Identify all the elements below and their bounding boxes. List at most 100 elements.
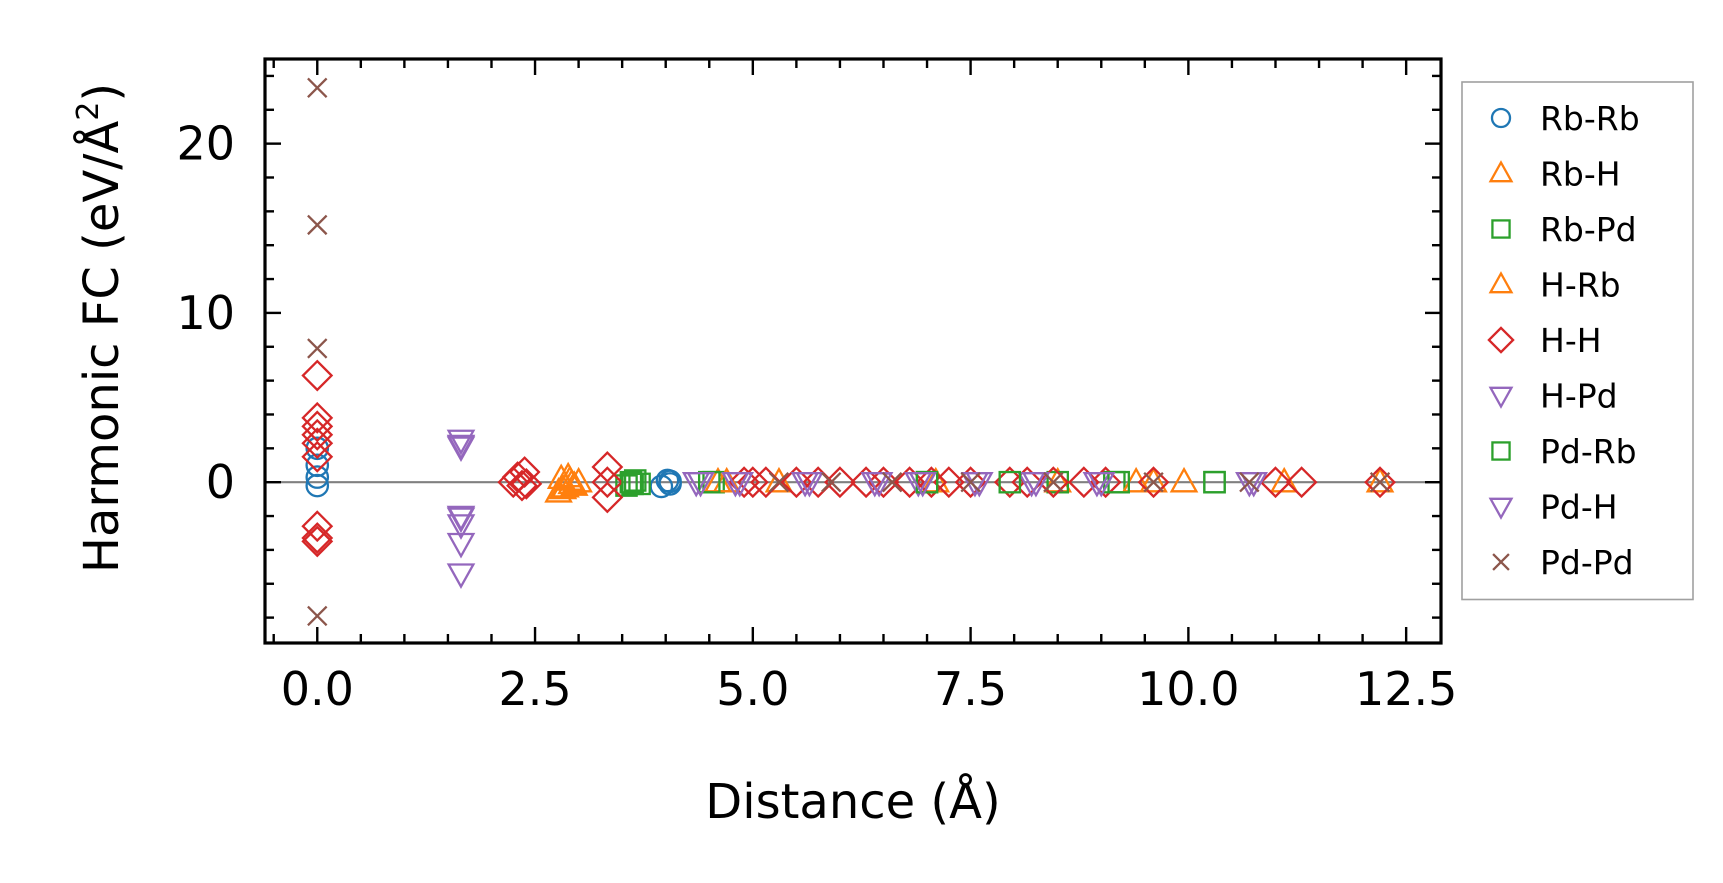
data-point [1043,472,1064,493]
data-point [301,401,334,434]
legend-marker [1488,386,1514,409]
y-axis-title: Harmonic FC (eV/Å2) [71,83,130,573]
x-tick-label: 10.0 [1137,662,1239,716]
y-tick-label: 0 [206,455,235,509]
x-tick-label: 12.5 [1355,662,1457,716]
legend-item: H-Rb [1488,266,1621,305]
data-point [728,466,761,499]
data-point [908,471,937,498]
data-point [301,440,334,473]
data-point [305,473,330,498]
data-point [915,466,948,499]
data-point [1169,466,1199,493]
data-point [557,468,586,495]
data-point [307,605,328,627]
data-point [446,532,476,559]
series-pd-pd [307,77,1391,627]
legend-marker [1491,219,1511,239]
data-point [591,466,624,499]
x-tick-label: 0.0 [281,662,354,716]
data-point [591,451,624,483]
plot-frame [263,57,1443,645]
data-point [780,466,813,499]
legend-item: H-H [1487,321,1602,360]
legend-label: Rb-Pd [1540,210,1637,249]
legend-label: Pd-Rb [1540,432,1637,471]
legend-item: Rb-Pd [1491,210,1637,249]
legend-marker [1487,326,1515,354]
data-point [301,410,334,443]
y-tick-label: 20 [176,117,235,171]
data-point [301,359,334,392]
data-point [821,472,842,493]
data-point [501,461,534,494]
legend-marker [1490,107,1512,129]
data-point [736,466,769,499]
data-point [1203,470,1226,494]
data-point [446,434,476,461]
data-point [1365,466,1395,493]
data-point [954,466,987,499]
data-point [564,466,593,493]
data-point [510,467,543,500]
data-point [307,77,328,98]
data-point [615,474,638,497]
legend-marker [1491,441,1511,461]
data-point [301,427,334,460]
legend-label: Pd-H [1540,488,1618,527]
data-point [307,338,328,359]
data-point [721,471,750,498]
data-point [591,481,624,514]
data-point [1037,466,1070,499]
data-point [932,466,965,499]
legend-item: Pd-H [1488,488,1618,527]
data-point [446,505,476,532]
data-point [1239,472,1260,493]
data-point [1139,466,1168,493]
data-point [307,214,328,236]
series-h-h [301,359,1396,558]
x-tick-label: 5.0 [716,662,789,716]
y-axis-title-main: Harmonic FC (eV/Å [73,121,130,574]
data-point [301,522,334,554]
data-point [301,510,334,543]
data-point [446,563,476,589]
data-point [1021,471,1051,498]
legend-marker [1488,271,1514,294]
legend-label: Pd-Pd [1540,543,1634,582]
data-point [658,469,682,494]
data-point [1259,466,1292,499]
data-point [446,514,476,540]
data-point [867,466,900,499]
y-tick-label: 10 [176,286,235,340]
data-point [446,429,476,456]
legend-marker [1488,160,1514,183]
data-point [1067,466,1100,499]
data-point [623,469,647,492]
legend-item: Pd-Pd [1492,543,1634,582]
data-point [1137,466,1170,499]
legend-frame [1461,81,1694,601]
data-point [882,472,903,493]
legend-item: Rb-Rb [1490,99,1640,138]
legend-item: Pd-Rb [1491,432,1637,471]
legend-label: Rb-Rb [1540,99,1640,138]
data-point [1369,472,1391,493]
data-point [508,456,541,488]
x-tick-label: 2.5 [498,662,571,716]
data-point [621,472,644,496]
data-point [1285,466,1318,499]
data-point [824,466,856,499]
data-point [305,465,330,489]
legend-label: Rb-H [1540,155,1621,194]
data-point [301,418,334,451]
legend-label: H-Rb [1540,266,1621,305]
data-point [893,466,926,499]
data-point [1143,472,1164,493]
x-tick-label: 7.5 [934,662,1007,716]
data-point [850,466,882,499]
legend: Rb-Rb Rb-H Rb-Pd H-Rb H-H H-Pd Pd-Rb Pd-H Pd-Pd [1461,81,1694,601]
legend-label: H-H [1540,321,1602,360]
